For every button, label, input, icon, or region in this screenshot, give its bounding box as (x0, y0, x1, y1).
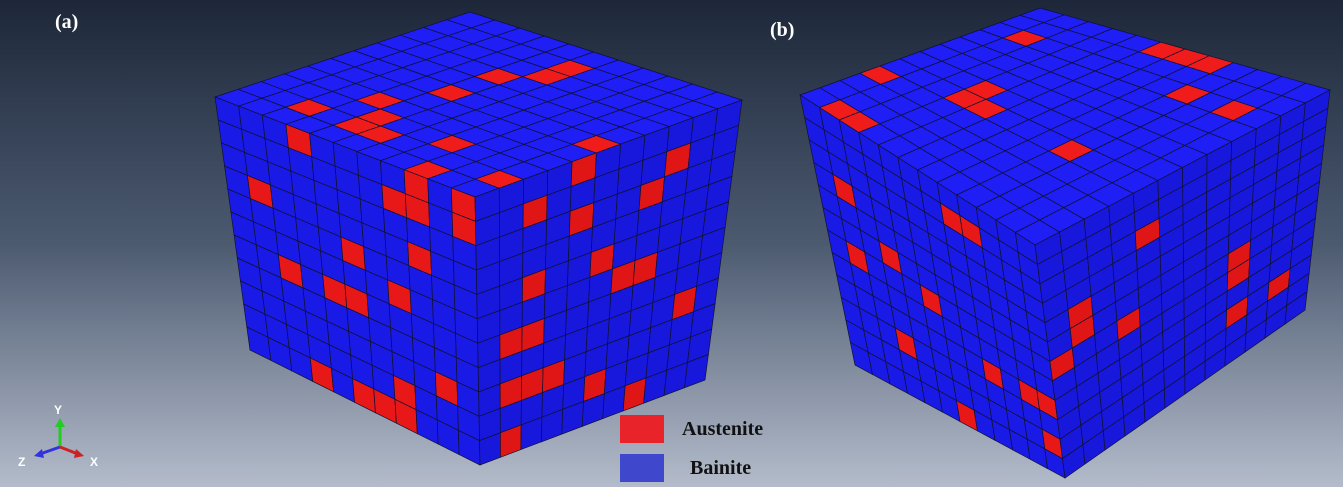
legend-label: Bainite (690, 457, 751, 479)
scene: (a) (b) Austenite Bainite Y Z X (0, 0, 1343, 487)
axis-label: Z (18, 455, 25, 469)
legend-swatch (620, 454, 664, 482)
panel-label: (b) (770, 19, 794, 41)
legend-swatch (620, 415, 664, 443)
axis-label: X (90, 455, 98, 469)
panel-label: (a) (55, 11, 78, 33)
legend-label: Austenite (682, 418, 763, 440)
axis-label: Y (54, 403, 62, 417)
